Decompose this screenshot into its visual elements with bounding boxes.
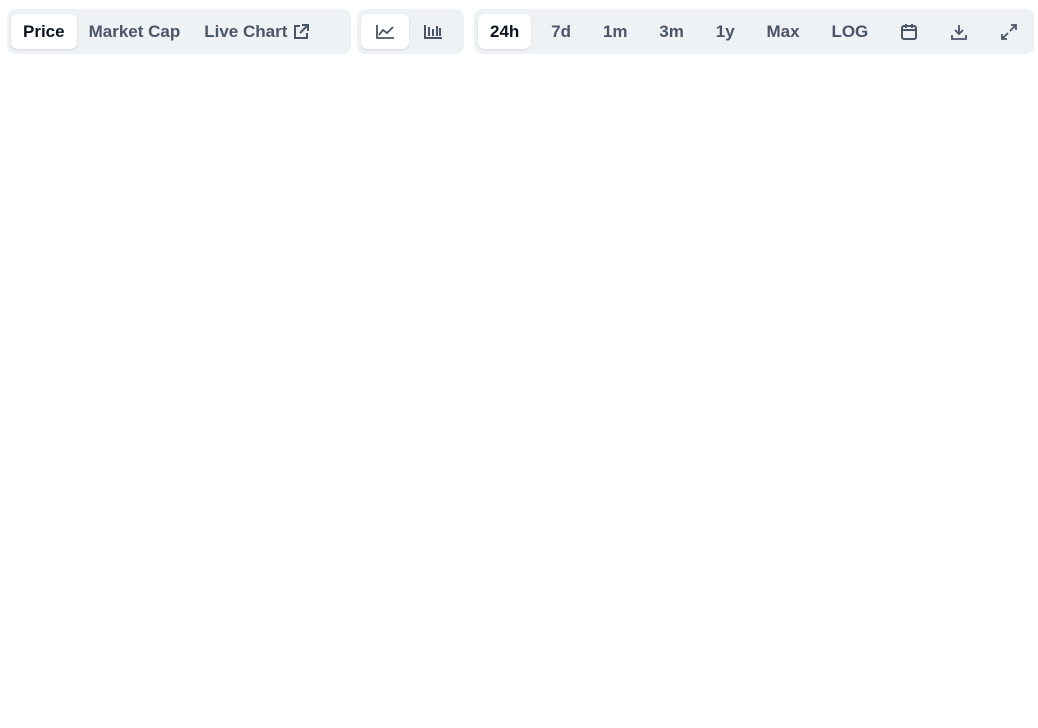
x-tick-label: 27. Sep — [613, 696, 661, 712]
y-tick-label: $0.0₄15 — [967, 566, 1016, 582]
download-icon — [951, 24, 967, 40]
line-chart-button[interactable] — [361, 14, 409, 49]
range-group: 24h 7d 1m 3m 1y Max LOG — [474, 9, 1034, 54]
y-tick-label: $0.0₄16 — [967, 476, 1016, 492]
y-tick-label: $0.0₄18 — [967, 296, 1016, 312]
watermark: CoinGecko — [812, 531, 935, 561]
candle-icon — [424, 24, 442, 39]
calendar-icon — [901, 23, 918, 40]
y-tick-label: $0.0₄17 — [967, 386, 1016, 402]
x-tick-label: 11:30 — [138, 696, 172, 712]
tab-label: Live Chart — [204, 21, 288, 41]
tab-button[interactable]: Market Cap — [88, 21, 181, 41]
y-tick-label: $0.0₄19 — [967, 206, 1016, 222]
range-button[interactable]: 24h — [478, 14, 532, 49]
x-tick-label: 16:30 — [330, 696, 365, 712]
download-button[interactable] — [938, 14, 980, 49]
volume-bars — [20, 630, 946, 688]
x-tick-label: 14:00 — [234, 696, 269, 712]
line-icon — [376, 24, 394, 39]
tab-group: Price Market Cap Live Chart — [7, 9, 351, 54]
tab-button[interactable]: Price — [11, 14, 77, 49]
fullscreen-button[interactable] — [988, 14, 1030, 49]
tab-button[interactable]: Live Chart — [192, 14, 322, 49]
range-button[interactable]: 1y — [715, 21, 735, 41]
range-button[interactable]: Max — [766, 21, 800, 41]
x-tick-label: 07:30 — [909, 696, 944, 712]
candle-chart-button[interactable] — [409, 14, 457, 49]
range-button[interactable]: LOG — [831, 21, 869, 41]
range-button[interactable]: 3m — [659, 21, 684, 41]
x-tick-label: 02:30 — [716, 696, 751, 712]
price-area — [20, 190, 946, 575]
y-tick-label: $0.0₄2 — [967, 116, 1008, 132]
external-icon — [294, 23, 310, 39]
price-line — [19, 188, 947, 525]
x-tick-label: 21:30 — [523, 696, 558, 712]
watermark-text: CoinGecko — [850, 537, 935, 554]
calendar-button[interactable] — [888, 14, 930, 49]
range-button[interactable]: 1m — [602, 21, 628, 41]
x-tick-label: 19:00 — [427, 696, 462, 712]
range-button[interactable]: 7d — [551, 21, 571, 41]
x-tick-label: 05:00 — [813, 696, 848, 712]
chart-type-group — [357, 9, 464, 54]
expand-icon — [1000, 23, 1017, 40]
